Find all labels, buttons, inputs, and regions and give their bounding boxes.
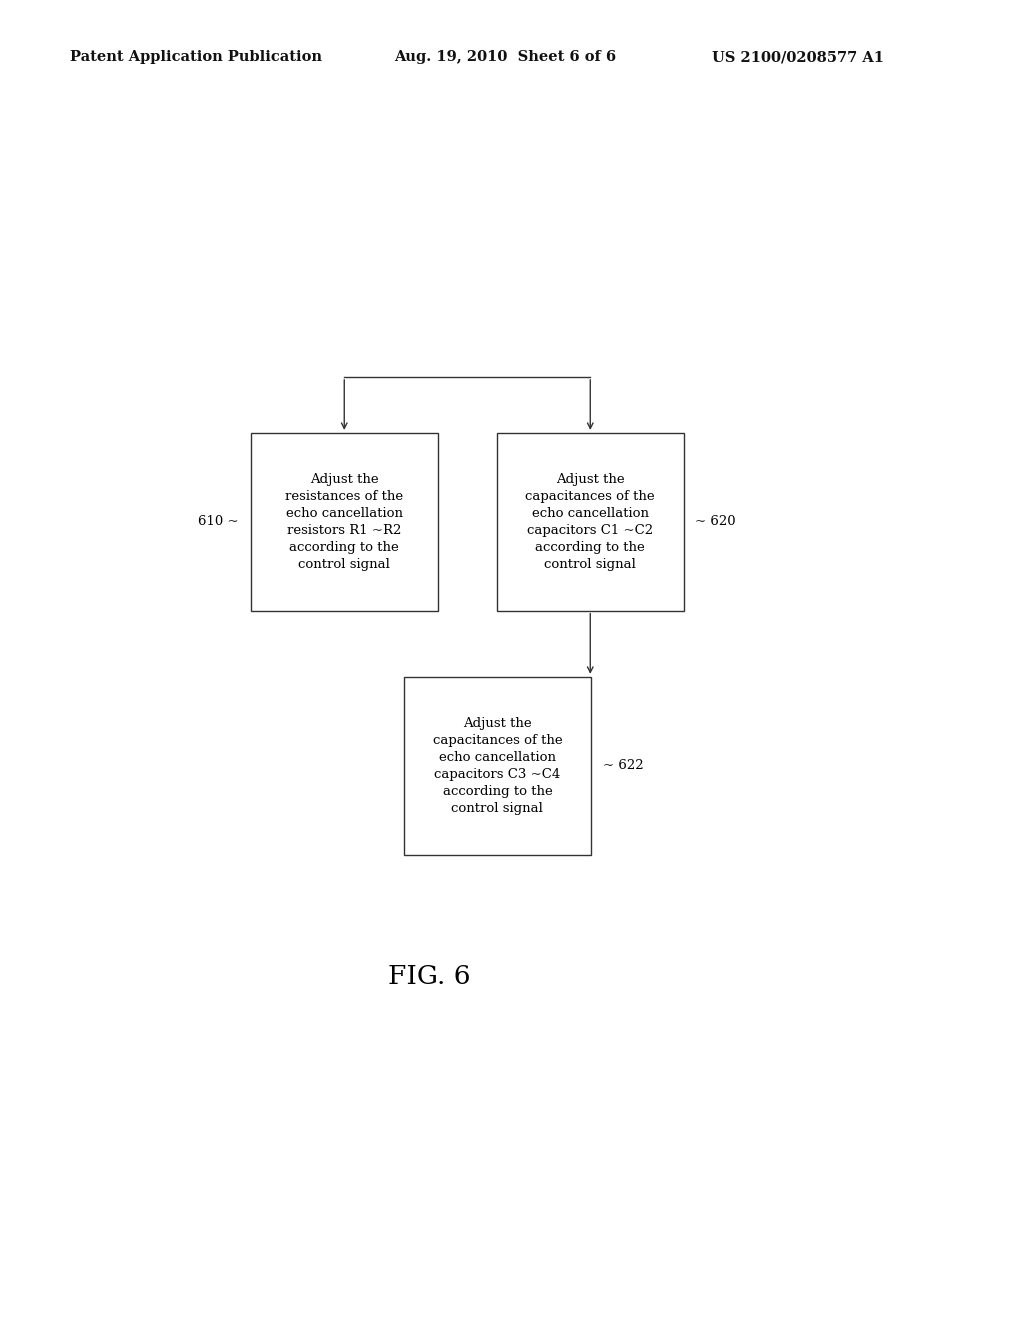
Text: FIG. 6: FIG. 6: [388, 964, 471, 989]
Text: Adjust the
resistances of the
echo cancellation
resistors R1 ~R2
according to th: Adjust the resistances of the echo cance…: [286, 473, 403, 570]
Bar: [497, 433, 684, 611]
Text: Patent Application Publication: Patent Application Publication: [70, 50, 322, 65]
Text: ~ 622: ~ 622: [602, 759, 643, 772]
Text: Aug. 19, 2010  Sheet 6 of 6: Aug. 19, 2010 Sheet 6 of 6: [394, 50, 616, 65]
Text: Adjust the
capacitances of the
echo cancellation
capacitors C1 ~C2
according to : Adjust the capacitances of the echo canc…: [525, 473, 655, 570]
Text: US 2100/0208577 A1: US 2100/0208577 A1: [712, 50, 884, 65]
Text: ~ 620: ~ 620: [695, 515, 736, 528]
Text: Adjust the
capacitances of the
echo cancellation
capacitors C3 ~C4
according to : Adjust the capacitances of the echo canc…: [432, 717, 562, 814]
Text: 610 ~: 610 ~: [199, 515, 240, 528]
Bar: [404, 677, 591, 854]
Bar: [251, 433, 437, 611]
